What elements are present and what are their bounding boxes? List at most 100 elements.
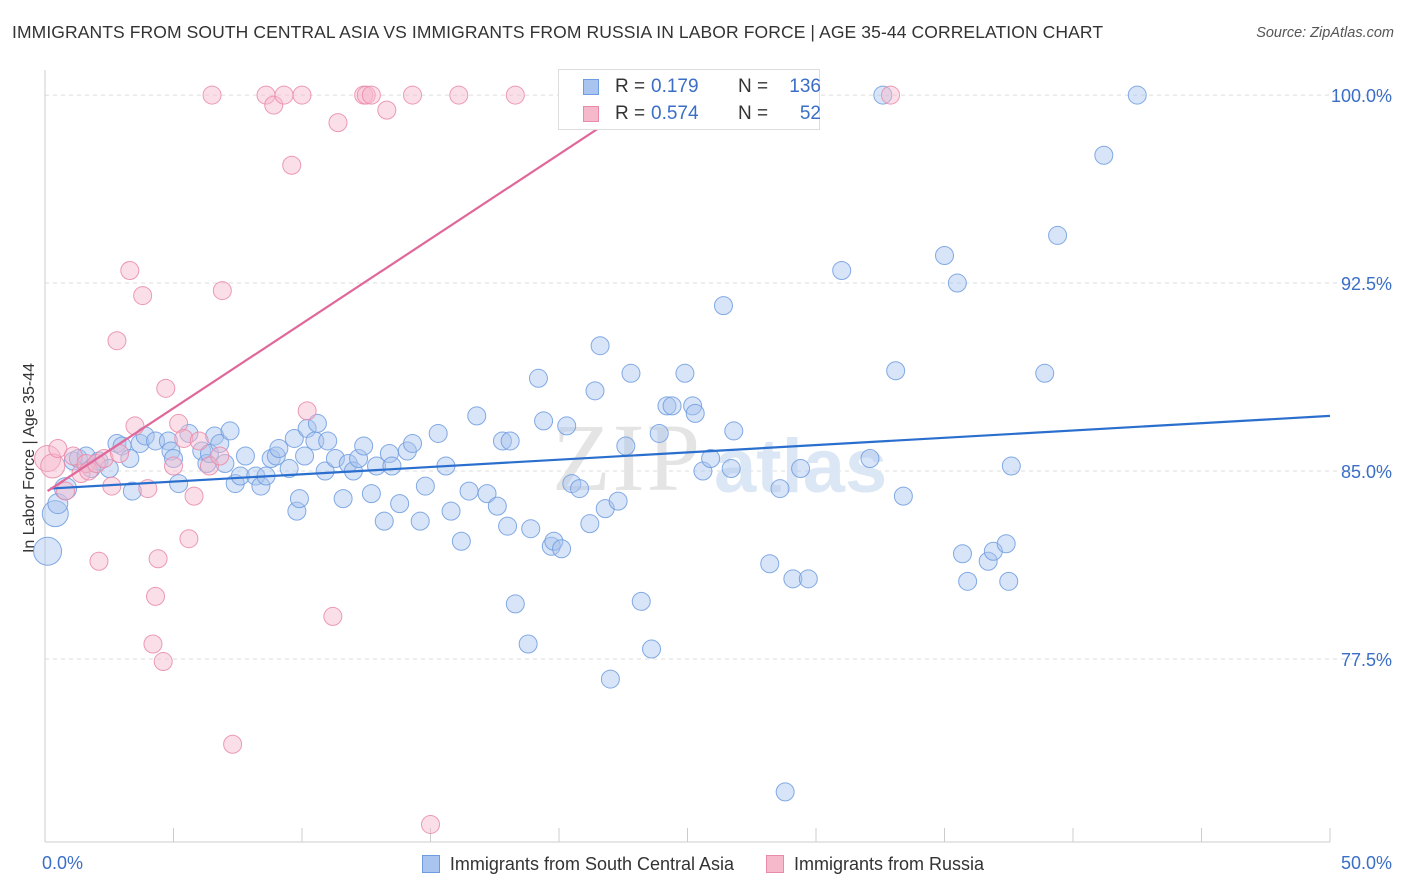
- data-point: [1001, 456, 1021, 476]
- x-tick-label: 50.0%: [1341, 853, 1392, 873]
- r-value: 0.574: [651, 103, 699, 124]
- legend: Immigrants from South Central Asia Immig…: [0, 852, 1406, 876]
- data-point: [403, 433, 423, 453]
- data-point: [449, 85, 469, 105]
- data-point: [775, 782, 795, 802]
- data-point: [860, 449, 880, 469]
- data-point: [289, 489, 309, 509]
- data-point: [798, 569, 818, 589]
- data-point: [978, 551, 998, 571]
- n-value: 52: [799, 103, 821, 124]
- data-point: [662, 396, 682, 416]
- data-point: [760, 554, 780, 574]
- data-point: [307, 413, 327, 433]
- data-point: [893, 486, 913, 506]
- data-point: [48, 438, 68, 458]
- n-label: N =: [738, 103, 769, 124]
- n-value: 136: [789, 76, 821, 97]
- data-point: [886, 361, 906, 381]
- data-point: [518, 634, 538, 654]
- data-point: [410, 511, 430, 531]
- data-point: [590, 336, 610, 356]
- data-point: [161, 441, 181, 461]
- data-point: [791, 459, 811, 479]
- data-point: [223, 734, 243, 754]
- data-point: [999, 571, 1019, 591]
- n-label: N =: [738, 76, 769, 97]
- data-point: [403, 85, 423, 105]
- data-point: [642, 639, 662, 659]
- data-point: [657, 396, 677, 416]
- data-point: [713, 296, 733, 316]
- data-point: [487, 496, 507, 516]
- legend-item-russia[interactable]: Immigrants from Russia: [766, 854, 984, 875]
- data-point: [621, 363, 641, 383]
- gridlines: [45, 94, 1390, 660]
- data-point: [600, 669, 620, 689]
- data-point: [528, 368, 548, 388]
- data-point: [153, 652, 173, 672]
- data-point: [328, 113, 348, 133]
- data-point: [873, 85, 893, 105]
- data-point: [649, 423, 669, 443]
- data-point: [349, 449, 369, 469]
- data-point: [361, 85, 381, 105]
- watermark-zip: ZIP: [552, 404, 702, 511]
- data-point: [544, 531, 564, 551]
- stats-swatch-blue: [583, 79, 599, 95]
- data-point: [279, 459, 299, 479]
- data-point: [71, 464, 91, 484]
- data-point: [608, 491, 628, 511]
- y-tick-label: 77.5%: [1341, 650, 1392, 670]
- y-tick-label: 85.0%: [1341, 462, 1392, 482]
- data-point: [174, 428, 194, 448]
- data-point: [212, 281, 232, 301]
- data-point: [122, 481, 142, 501]
- data-point: [133, 286, 153, 306]
- data-point: [616, 436, 636, 456]
- data-point: [382, 456, 402, 476]
- data-point: [505, 85, 525, 105]
- data-point: [459, 481, 479, 501]
- legend-item-south-central-asia[interactable]: Immigrants from South Central Asia: [421, 854, 734, 875]
- data-point: [40, 453, 66, 479]
- data-point: [264, 95, 284, 115]
- data-point: [179, 423, 199, 443]
- data-point: [521, 519, 541, 539]
- stats-box: R = 0.179 N = 136 R = 0.574 N = 52: [558, 69, 821, 130]
- data-point: [557, 416, 577, 436]
- data-point: [498, 516, 518, 536]
- data-point: [451, 531, 471, 551]
- data-point: [89, 551, 109, 571]
- data-point: [534, 411, 554, 431]
- data-point: [120, 449, 140, 469]
- legend-swatch-blue: [421, 855, 440, 873]
- data-point: [467, 406, 487, 426]
- data-point: [356, 85, 376, 105]
- data-point: [107, 331, 127, 351]
- data-point: [33, 536, 63, 566]
- series-russia: [34, 85, 901, 834]
- data-point: [631, 591, 651, 611]
- data-point: [374, 511, 394, 531]
- series-south-central-asia: [33, 85, 1147, 802]
- data-point: [146, 586, 166, 606]
- data-point: [261, 449, 281, 469]
- axes: [44, 70, 1331, 843]
- r-label: R =: [615, 103, 646, 124]
- data-point: [500, 431, 520, 451]
- data-point: [552, 539, 572, 559]
- legend-label: Immigrants from Russia: [794, 853, 985, 874]
- data-point: [783, 569, 803, 589]
- data-point: [120, 261, 140, 281]
- data-point: [377, 100, 397, 120]
- data-point: [179, 529, 199, 549]
- data-point: [202, 85, 222, 105]
- data-point: [189, 431, 209, 451]
- data-point: [770, 479, 790, 499]
- data-point: [441, 501, 461, 521]
- data-point: [390, 494, 410, 514]
- watermark: ZIP atlas: [552, 404, 887, 511]
- data-point: [570, 479, 590, 499]
- data-point: [492, 431, 512, 451]
